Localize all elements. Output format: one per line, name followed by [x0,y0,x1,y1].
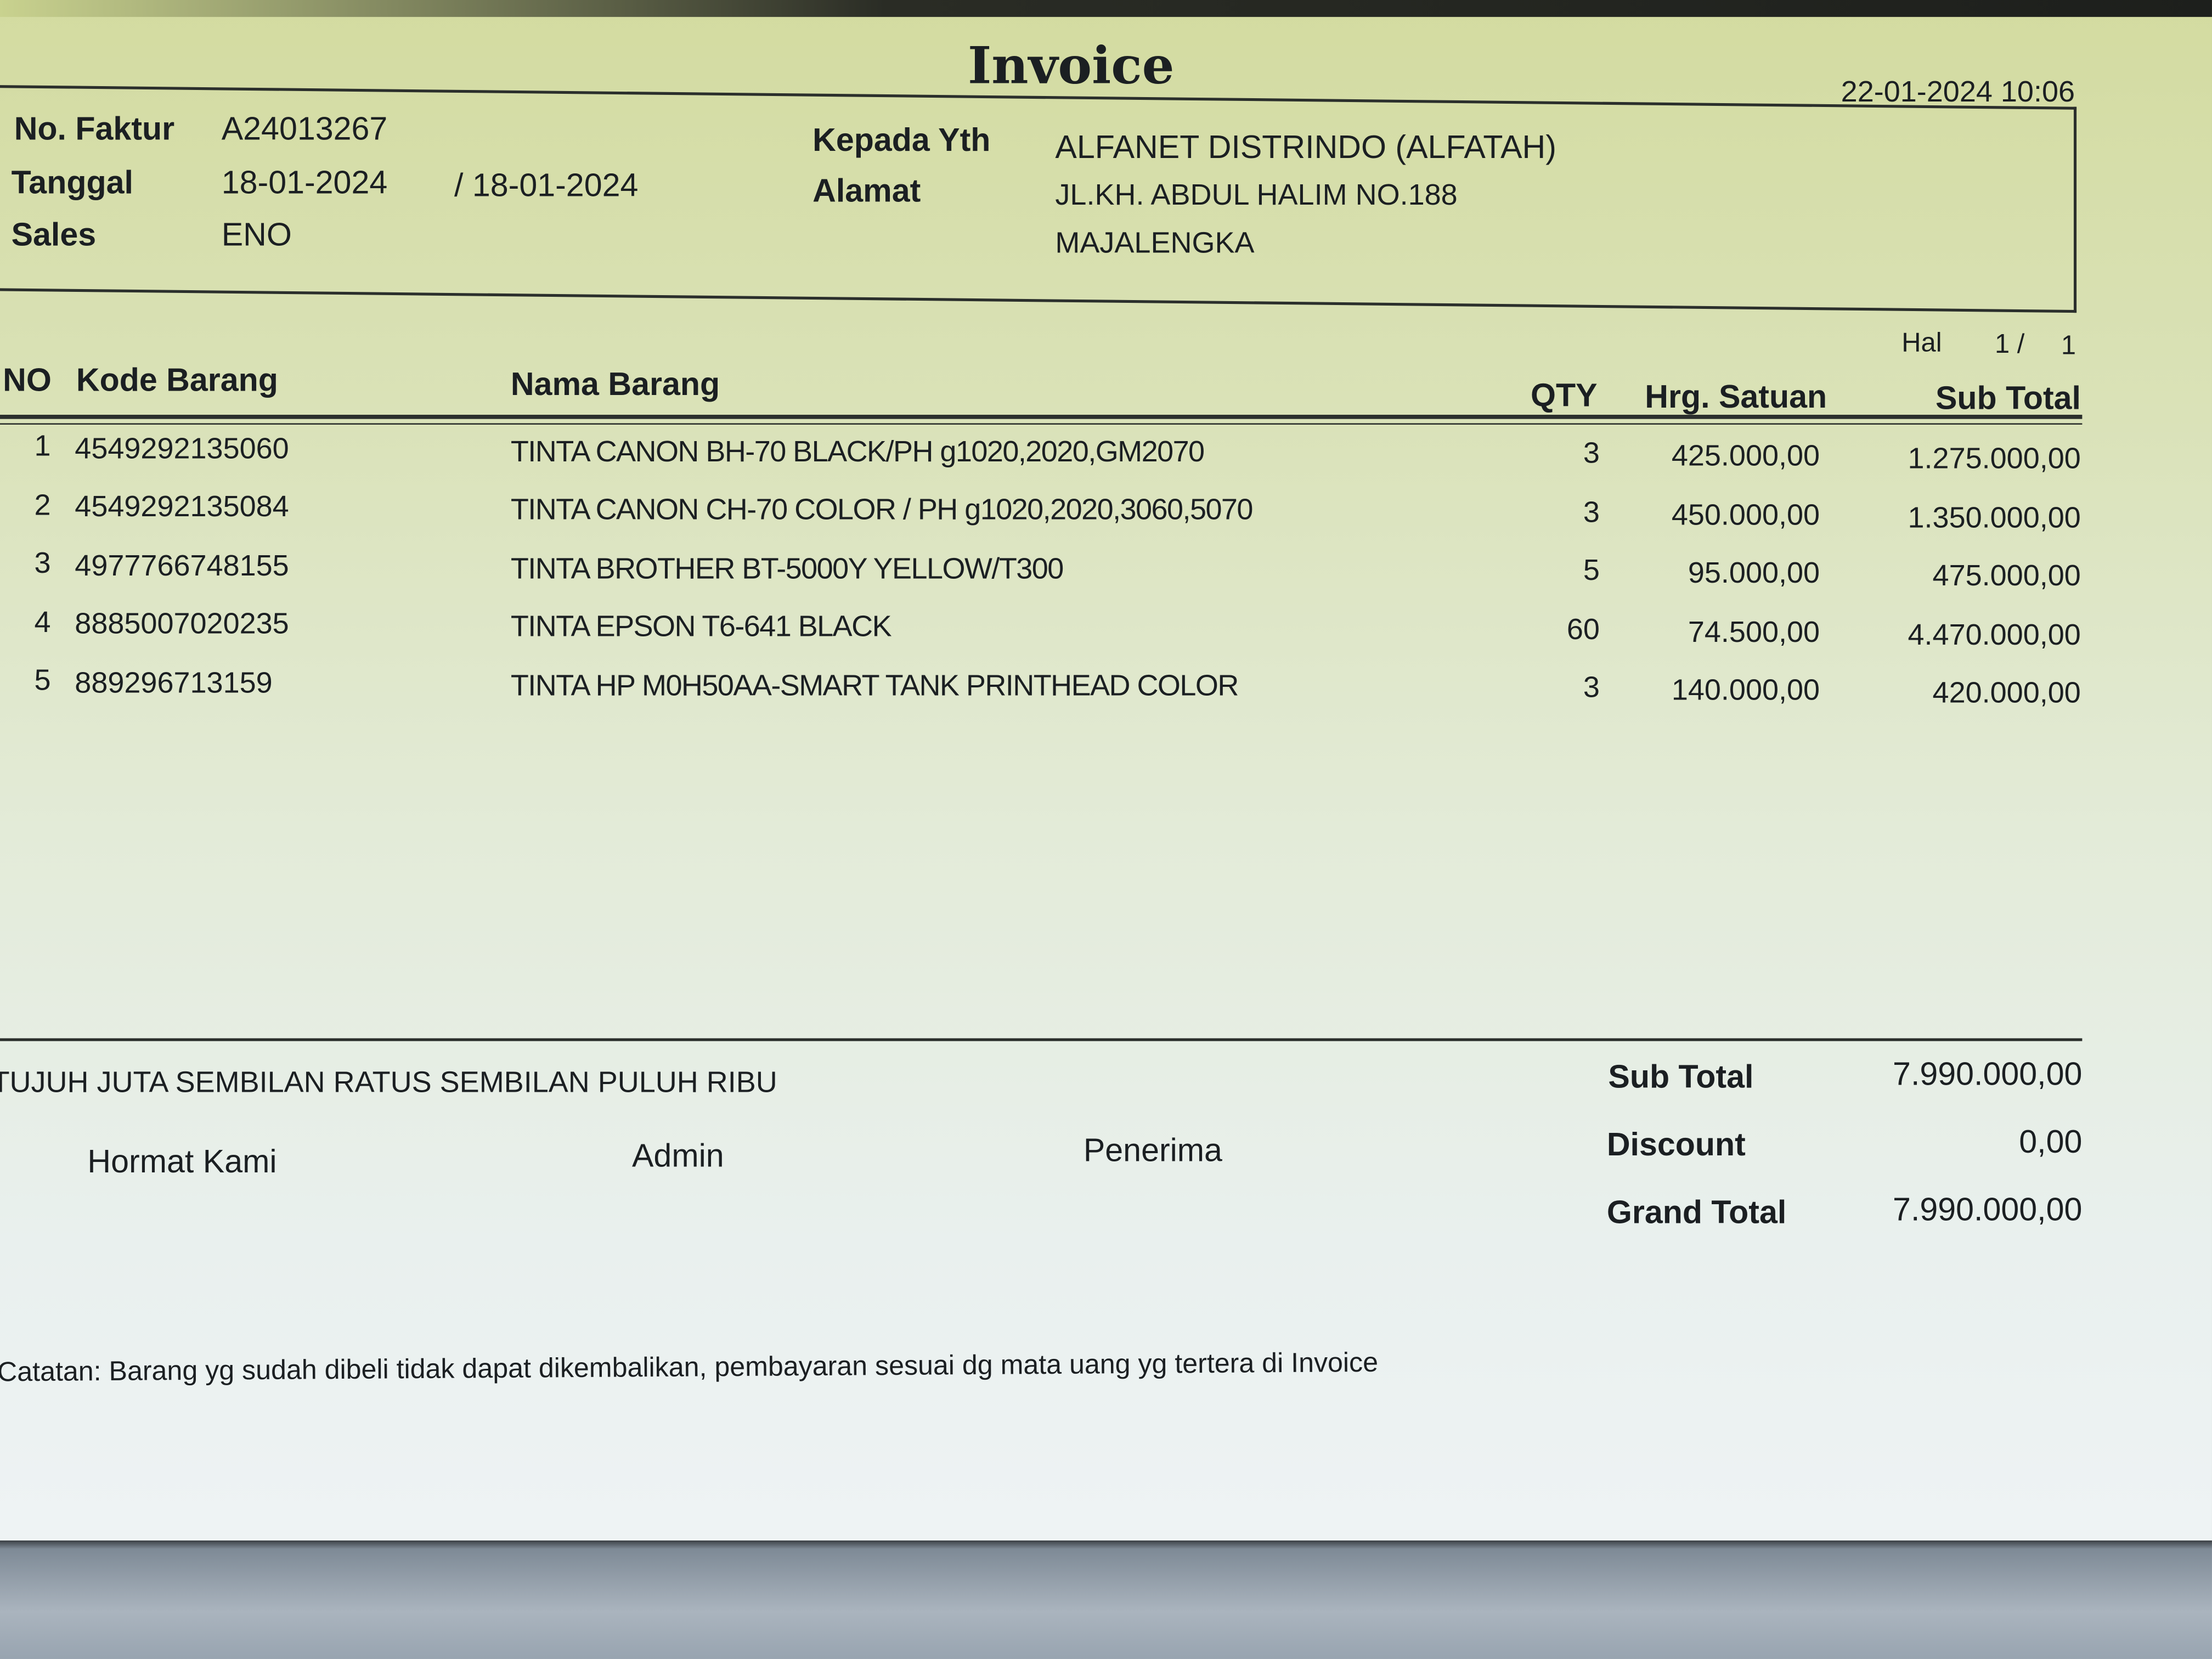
alamat-line-2: MAJALENGKA [1055,227,1255,260]
cell-qty: 3 [1583,672,1600,705]
no-faktur-label: No. Faktur [14,110,175,147]
alamat-line-1: JL.KH. ABDUL HALIM NO.188 [1055,179,1458,212]
cell-nama: TINTA HP M0H50AA-SMART TANK PRINTHEAD CO… [510,669,1239,702]
header-rule [0,414,2083,419]
invoice-title: Invoice [967,36,1175,96]
cell-kode: 889296713159 [75,667,273,699]
cell-qty: 3 [1583,438,1600,471]
cell-no: 3 [34,547,51,580]
cell-qty: 60 [1566,613,1600,646]
cell-subtotal: 420.000,00 [1932,677,2081,710]
no-faktur-value: A24013267 [221,110,388,147]
col-nama: Nama Barang [510,365,720,402]
col-subtotal: Sub Total [1935,379,2081,416]
kepada-value: ALFANET DISTRINDO (ALFATAH) [1055,128,1556,165]
cell-subtotal: 1.275.000,00 [1908,443,2081,476]
tanggal-value-2: / 18-01-2024 [454,166,639,204]
cell-nama: TINTA BROTHER BT-5000Y YELLOW/T300 [510,552,1064,585]
subtotal-value: 7.990.000,00 [1893,1055,2083,1092]
grand-total-label: Grand Total [1606,1193,1787,1231]
cell-subtotal: 1.350.000,00 [1908,501,2081,534]
cell-no: 4 [34,606,51,639]
cell-harga: 140.000,00 [1671,674,1820,707]
signature-penerima: Penerima [1083,1131,1222,1169]
col-harga: Hrg. Satuan [1645,378,1827,415]
tanggal-label: Tanggal [11,163,133,201]
cell-subtotal: 4.470.000,00 [1908,618,2081,651]
col-qty: QTY [1530,376,1598,414]
cell-nama: TINTA CANON CH-70 COLOR / PH g1020,2020,… [510,494,1254,527]
signature-hormat: Hormat Kami [87,1142,277,1180]
cell-no: 2 [34,488,51,522]
discount-label: Discount [1606,1125,1746,1163]
cell-nama: TINTA EPSON T6-641 BLACK [510,611,892,644]
cell-no: 5 [34,664,51,697]
tanggal-value: 18-01-2024 [221,163,388,201]
cell-qty: 3 [1583,496,1600,529]
cell-kode: 4977766748155 [75,550,289,583]
page-current: 1 / [1994,330,2025,360]
note: Catatan: Barang yg sudah dibeli tidak da… [0,1347,1379,1389]
cell-harga: 425.000,00 [1671,440,1820,473]
alamat-label: Alamat [812,172,921,209]
monitor-bezel-bottom [0,1540,2212,1659]
discount-value: 0,00 [2019,1122,2083,1160]
cell-qty: 5 [1583,555,1600,588]
footer-rule [0,1038,2083,1041]
cell-harga: 74.500,00 [1688,616,1820,649]
subtotal-label: Sub Total [1608,1058,1754,1095]
col-kode: Kode Barang [76,361,278,398]
cell-no: 1 [34,430,51,463]
sales-value: ENO [221,216,292,253]
monitor-bezel [0,0,2212,17]
page-total: 1 [2061,331,2076,362]
page-label: Hal [1901,329,1942,359]
col-no: NO [3,361,52,398]
printed-datetime: 22-01-2024 10:06 [1841,76,2075,109]
grand-total-value: 7.990.000,00 [1893,1190,2083,1228]
cell-subtotal: 475.000,00 [1932,560,2081,592]
amount-in-words: TUJUH JUTA SEMBILAN RATUS SEMBILAN PULUH… [0,1066,777,1099]
header-rule-2 [0,423,2083,425]
signature-admin: Admin [631,1137,724,1174]
cell-harga: 95.000,00 [1688,557,1820,590]
cell-nama: TINTA CANON BH-70 BLACK/PH g1020,2020,GM… [510,435,1205,468]
sales-label: Sales [11,216,97,253]
kepada-label: Kepada Yth [812,121,991,158]
cell-kode: 8885007020235 [75,608,289,641]
cell-kode: 4549292135060 [75,432,289,466]
cell-kode: 4549292135084 [75,491,289,524]
cell-harga: 450.000,00 [1671,499,1820,532]
